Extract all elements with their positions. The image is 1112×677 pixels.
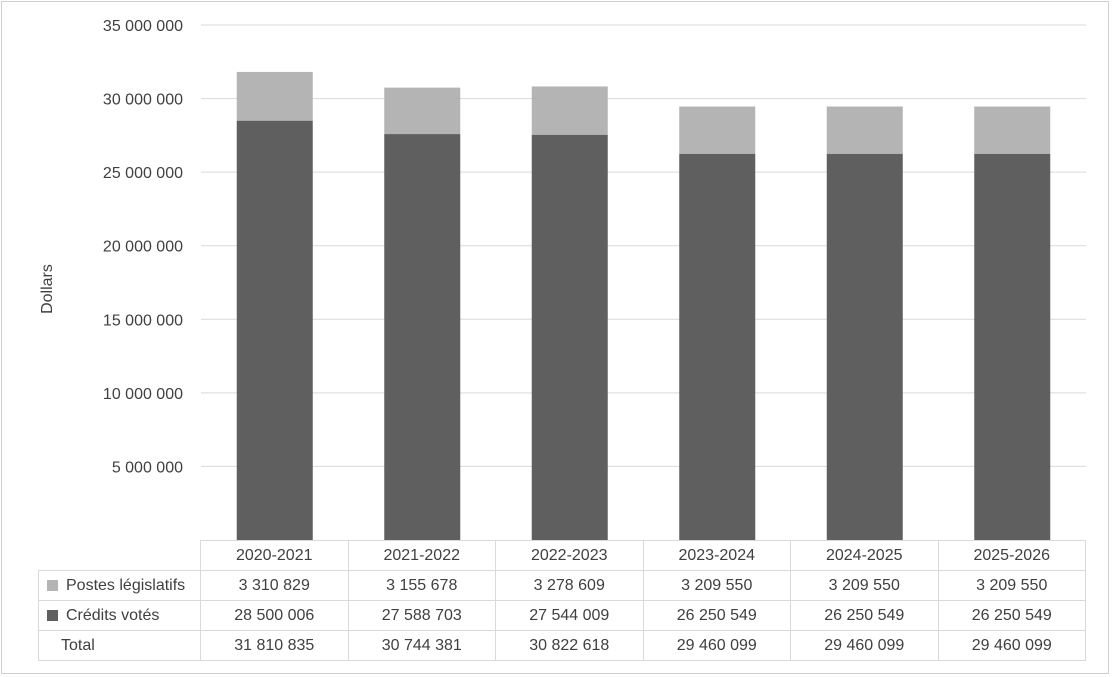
y-tick-label: 10 000 000 <box>103 386 183 403</box>
y-tick-label: 15 000 000 <box>103 312 183 329</box>
table-cell: 3 278 609 <box>495 570 644 601</box>
category-label: 2025-2026 <box>937 540 1086 571</box>
y-tick-label: 35 000 000 <box>103 18 183 35</box>
table-row-total: Total 31 810 835 30 744 381 30 822 618 2… <box>38 630 1086 661</box>
table-cell: 29 460 099 <box>642 630 791 661</box>
table-cell: 27 588 703 <box>347 600 496 631</box>
bar-postes-legislatifs <box>679 106 756 154</box>
y-axis-label: Dollars <box>39 264 56 314</box>
category-label: 2024-2025 <box>790 540 939 571</box>
table-row-credits: Crédits votés 28 500 006 27 588 703 27 5… <box>38 600 1086 631</box>
table-cell: 26 250 549 <box>790 600 939 631</box>
category-label: 2021-2022 <box>347 540 496 571</box>
bar-credits-votes <box>531 134 608 540</box>
category-label: 2020-2021 <box>200 540 349 571</box>
bar-credits-votes <box>679 153 756 540</box>
table-corner <box>38 540 201 571</box>
table-cell: 30 744 381 <box>347 630 496 661</box>
legend-label: Postes législatifs <box>66 576 186 594</box>
row-label: Postes législatifs <box>38 570 201 601</box>
y-tick-label: 20 000 000 <box>103 239 183 256</box>
bar-credits-votes <box>384 134 461 540</box>
data-table: 2020-2021 2021-2022 2022-2023 2023-2024 … <box>38 540 1086 661</box>
table-cell: 29 460 099 <box>937 630 1086 661</box>
row-label: Total <box>38 630 201 661</box>
table-cell: 30 822 618 <box>495 630 644 661</box>
bar-credits-votes <box>236 120 313 541</box>
y-tick-label: 30 000 000 <box>103 92 183 109</box>
category-label: 2023-2024 <box>642 540 791 571</box>
table-cell: 3 209 550 <box>790 570 939 601</box>
table-cell: 3 310 829 <box>200 570 349 601</box>
bar-postes-legislatifs <box>826 106 903 154</box>
table-cell: 29 460 099 <box>790 630 939 661</box>
legend-label: Crédits votés <box>66 606 160 624</box>
bar-credits-votes <box>974 153 1051 540</box>
legend-key-credits <box>47 609 58 621</box>
bar-postes-legislatifs <box>531 86 608 135</box>
bar-postes-legislatifs <box>384 87 461 135</box>
y-tick-label: 25 000 000 <box>103 165 183 182</box>
bar-postes-legislatifs <box>236 71 313 121</box>
bar-credits-votes <box>826 153 903 540</box>
table-cell: 3 209 550 <box>642 570 791 601</box>
legend-key-postes <box>47 579 58 591</box>
table-cell: 27 544 009 <box>495 600 644 631</box>
table-cell: 26 250 549 <box>937 600 1086 631</box>
table-cell: 28 500 006 <box>200 600 349 631</box>
table-cell: 3 155 678 <box>347 570 496 601</box>
table-row-postes: Postes législatifs 3 310 829 3 155 678 3… <box>38 570 1086 601</box>
table-cell: 26 250 549 <box>642 600 791 631</box>
table-cell: 31 810 835 <box>200 630 349 661</box>
bar-postes-legislatifs <box>974 106 1051 154</box>
row-label: Crédits votés <box>38 600 201 631</box>
table-header-row: 2020-2021 2021-2022 2022-2023 2023-2024 … <box>38 540 1086 571</box>
y-tick-label: 5 000 000 <box>112 459 183 476</box>
category-label: 2022-2023 <box>495 540 644 571</box>
table-cell: 3 209 550 <box>937 570 1086 601</box>
